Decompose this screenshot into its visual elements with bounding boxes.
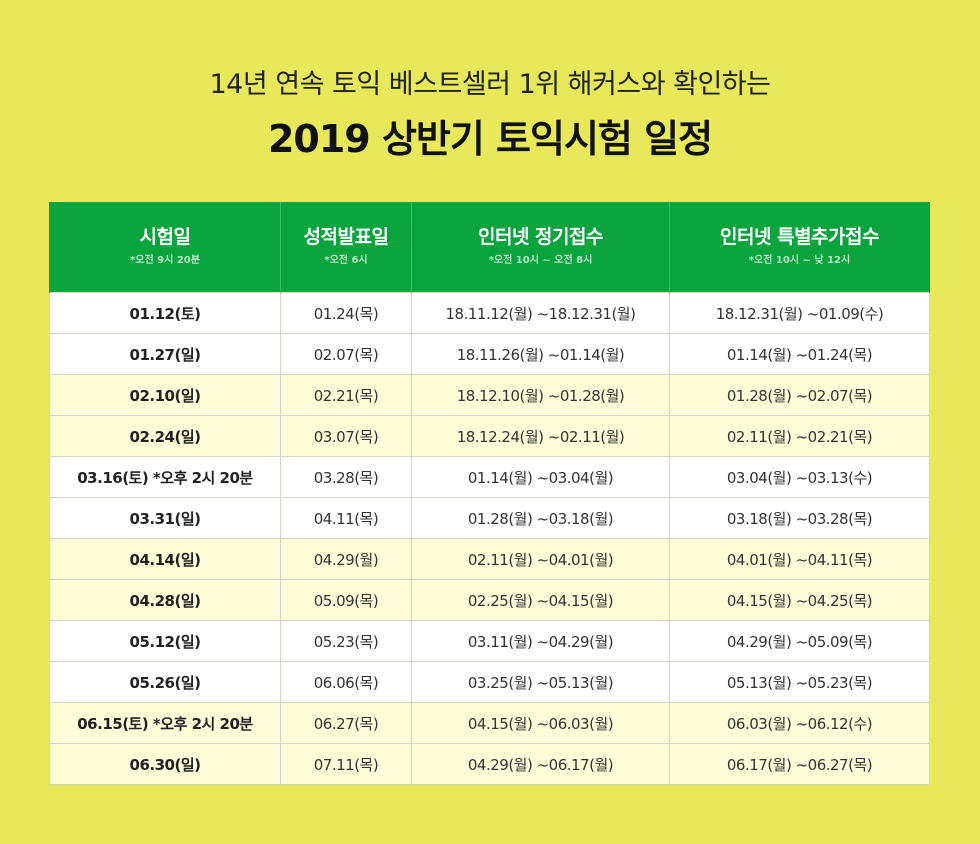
result-date-cell: 02.21(목)	[280, 374, 412, 416]
result-date-cell: 03.28(목)	[280, 456, 412, 498]
table-row: 01.12(토) 01.24(목) 18.11.12(월) ~18.12.31(월)…	[49, 292, 930, 334]
exam-date-cell: 05.26(일)	[49, 661, 281, 703]
column-note: *오전 10시 ~ 낮 12시	[748, 255, 851, 266]
column-note: *오전 9시 20분	[130, 255, 200, 266]
table-body: 01.12(토) 01.24(목) 18.11.12(월) ~18.12.31(월)…	[49, 292, 930, 785]
special-registration-cell: 01.14(월) ~01.24(목)	[669, 333, 930, 375]
result-date-cell: 03.07(목)	[280, 415, 412, 457]
regular-registration-cell: 04.15(월) ~06.03(월)	[411, 702, 670, 744]
special-registration-cell: 04.29(월) ~05.09(목)	[669, 620, 930, 662]
exam-date-cell: 04.14(일)	[49, 538, 281, 580]
table-row: 05.26(일) 06.06(목) 03.25(월) ~05.13(월) 05.13(…	[49, 661, 930, 703]
regular-registration-cell: 02.25(월) ~04.15(월)	[411, 579, 670, 621]
exam-date-cell: 01.12(토)	[49, 292, 281, 334]
table-row: 03.16(토) *오후 2시 20분 03.28(목) 01.14(월) ~03.…	[49, 456, 930, 498]
header-row: 시험일 *오전 9시 20분 성적발표일 *오전 6시 인터넷 정기접수 *오전…	[49, 202, 930, 293]
column-label: 시험일	[139, 226, 191, 248]
table-row: 04.28(일) 05.09(목) 02.25(월) ~04.15(월) 04.15(…	[49, 579, 930, 621]
special-registration-cell: 04.01(월) ~04.11(목)	[669, 538, 930, 580]
column-note: *오전 10시 ~ 오전 8시	[488, 255, 593, 266]
exam-date-cell: 06.15(토) *오후 2시 20분	[49, 702, 281, 744]
regular-registration-cell: 18.11.26(월) ~01.14(월)	[411, 333, 670, 375]
table-row: 06.15(토) *오후 2시 20분 06.27(목) 04.15(월) ~06.…	[49, 702, 930, 744]
special-registration-cell: 04.15(월) ~04.25(목)	[669, 579, 930, 621]
table-row: 03.31(일) 04.11(목) 01.28(월) ~03.18(월) 03.18(…	[49, 497, 930, 539]
column-label: 인터넷 특별추가접수	[720, 226, 879, 248]
result-date-cell: 05.23(목)	[280, 620, 412, 662]
exam-date-cell: 03.16(토) *오후 2시 20분	[49, 456, 281, 498]
regular-registration-cell: 18.11.12(월) ~18.12.31(월)	[411, 292, 670, 334]
table-row: 05.12(일) 05.23(목) 03.11(월) ~04.29(월) 04.29(…	[49, 620, 930, 662]
regular-registration-cell: 02.11(월) ~04.01(월)	[411, 538, 670, 580]
result-date-cell: 06.27(목)	[280, 702, 412, 744]
column-note: *오전 6시	[324, 255, 368, 266]
result-date-cell: 06.06(목)	[280, 661, 412, 703]
regular-registration-cell: 01.14(월) ~03.04(월)	[411, 456, 670, 498]
table-row: 02.10(일) 02.21(목) 18.12.10(월) ~01.28(월) 01.…	[49, 374, 930, 416]
table-row: 04.14(일) 04.29(월) 02.11(월) ~04.01(월) 04.01(…	[49, 538, 930, 580]
exam-date-cell: 02.24(일)	[49, 415, 281, 457]
page-subtitle: 14년 연속 토익 베스트셀러 1위 해커스와 확인하는	[209, 69, 772, 100]
result-date-cell: 02.07(목)	[280, 333, 412, 375]
result-date-cell: 05.09(목)	[280, 579, 412, 621]
special-registration-cell: 02.11(월) ~02.21(목)	[669, 415, 930, 457]
exam-date-cell: 01.27(일)	[49, 333, 281, 375]
exam-date-cell: 03.31(일)	[49, 497, 281, 539]
special-registration-cell: 18.12.31(월) ~01.09(수)	[669, 292, 930, 334]
page-title: 2019 상반기 토익시험 일정	[267, 117, 713, 161]
special-registration-cell: 03.04(월) ~03.13(수)	[669, 456, 930, 498]
exam-schedule-table: 시험일 *오전 9시 20분 성적발표일 *오전 6시 인터넷 정기접수 *오전…	[49, 202, 930, 785]
column-label: 성적발표일	[303, 226, 389, 248]
result-date-cell: 04.29(월)	[280, 538, 412, 580]
exam-date-cell: 05.12(일)	[49, 620, 281, 662]
result-date-cell: 01.24(목)	[280, 292, 412, 334]
table-row: 02.24(일) 03.07(목) 18.12.24(월) ~02.11(월) 02.…	[49, 415, 930, 457]
table-header: 시험일 *오전 9시 20분 성적발표일 *오전 6시 인터넷 정기접수 *오전…	[49, 202, 930, 293]
exam-date-cell: 06.30(일)	[49, 743, 281, 785]
column-header-exam-date: 시험일 *오전 9시 20분	[49, 202, 281, 293]
special-registration-cell: 01.28(월) ~02.07(목)	[669, 374, 930, 416]
result-date-cell: 07.11(목)	[280, 743, 412, 785]
regular-registration-cell: 18.12.10(월) ~01.28(월)	[411, 374, 670, 416]
regular-registration-cell: 04.29(월) ~06.17(월)	[411, 743, 670, 785]
special-registration-cell: 06.17(월) ~06.27(목)	[669, 743, 930, 785]
regular-registration-cell: 03.11(월) ~04.29(월)	[411, 620, 670, 662]
table-row: 01.27(일) 02.07(목) 18.11.26(월) ~01.14(월) 01.…	[49, 333, 930, 375]
regular-registration-cell: 01.28(월) ~03.18(월)	[411, 497, 670, 539]
regular-registration-cell: 03.25(월) ~05.13(월)	[411, 661, 670, 703]
exam-date-cell: 04.28(일)	[49, 579, 281, 621]
result-date-cell: 04.11(목)	[280, 497, 412, 539]
column-header-regular-registration: 인터넷 정기접수 *오전 10시 ~ 오전 8시	[411, 202, 670, 293]
column-header-special-registration: 인터넷 특별추가접수 *오전 10시 ~ 낮 12시	[669, 202, 930, 293]
regular-registration-cell: 18.12.24(월) ~02.11(월)	[411, 415, 670, 457]
special-registration-cell: 06.03(월) ~06.12(수)	[669, 702, 930, 744]
special-registration-cell: 03.18(월) ~03.28(목)	[669, 497, 930, 539]
exam-date-cell: 02.10(일)	[49, 374, 281, 416]
column-header-result-date: 성적발표일 *오전 6시	[280, 202, 412, 293]
special-registration-cell: 05.13(월) ~05.23(목)	[669, 661, 930, 703]
column-label: 인터넷 정기접수	[478, 226, 603, 248]
table-row: 06.30(일) 07.11(목) 04.29(월) ~06.17(월) 06.17(…	[49, 743, 930, 785]
